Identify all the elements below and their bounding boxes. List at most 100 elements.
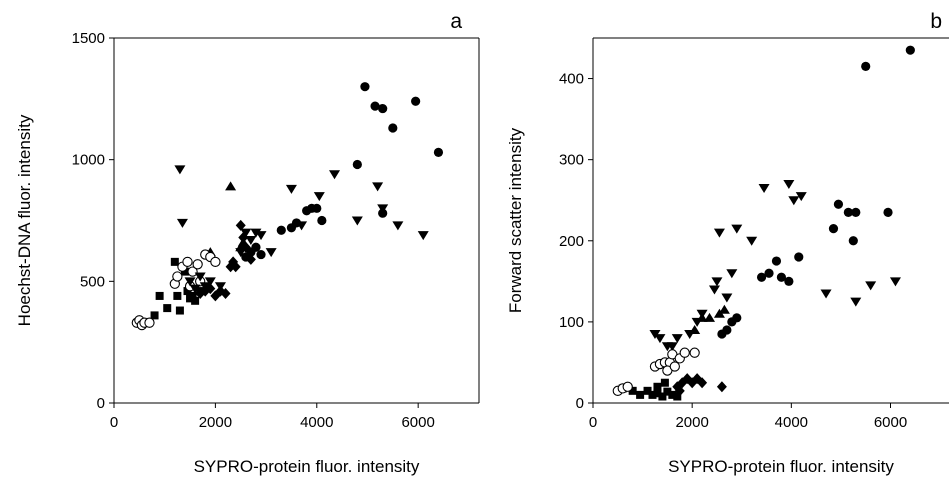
data-point-triangle-down-filled bbox=[731, 224, 743, 234]
data-point-triangle-down-filled bbox=[174, 165, 186, 175]
data-point-triangle-down-filled bbox=[245, 235, 257, 245]
y-tick-label: 200 bbox=[559, 233, 584, 250]
data-point-circle-filled bbox=[312, 203, 322, 213]
x-axis-label: SYPRO-protein fluor. intensity bbox=[194, 457, 420, 476]
data-point-diamond-filled bbox=[230, 261, 241, 273]
data-point-circle-open bbox=[669, 361, 680, 372]
data-point-circle-filled bbox=[352, 159, 362, 170]
data-point-square-filled bbox=[628, 386, 637, 395]
data-point-triangle-down-filled bbox=[708, 285, 720, 295]
data-point-circle-filled bbox=[784, 276, 794, 286]
x-tick-label: 2000 bbox=[199, 414, 232, 431]
data-point-square-filled bbox=[173, 291, 182, 300]
data-point-circle-filled bbox=[433, 147, 444, 157]
data-point-triangle-down-filled bbox=[392, 221, 404, 231]
data-point-square-filled bbox=[636, 390, 645, 399]
data-point-triangle-down-filled bbox=[285, 184, 297, 194]
x-tick-label: 2000 bbox=[675, 414, 708, 431]
panel-label: b bbox=[930, 10, 942, 33]
data-point-circle-filled bbox=[851, 207, 861, 217]
data-point-circle-open bbox=[187, 266, 198, 277]
data-point-triangle-down-filled bbox=[666, 342, 678, 352]
data-point-triangle-down-filled bbox=[189, 284, 201, 294]
panel-b: 0 2000 4000 6000 0 100 200 300 400 SYPRO-protein … bbox=[506, 10, 949, 476]
data-point-triangle-down-filled bbox=[250, 228, 262, 238]
data-point-triangle-down-filled bbox=[889, 277, 901, 287]
data-point-triangle-down-filled bbox=[377, 204, 389, 214]
data-point-circle-open bbox=[192, 259, 203, 270]
data-point-square-filled bbox=[648, 390, 657, 399]
data-point-circle-filled bbox=[251, 242, 261, 252]
data-point-circle-filled bbox=[317, 215, 327, 226]
y-tick-label: 1500 bbox=[72, 30, 105, 47]
data-point-square-filled bbox=[663, 387, 672, 396]
data-point-triangle-down-filled bbox=[788, 196, 800, 206]
data-point-square-filled bbox=[660, 378, 669, 387]
data-point-triangle-down-filled bbox=[329, 170, 341, 180]
data-point-circle-filled bbox=[771, 256, 782, 266]
data-point-triangle-down-filled bbox=[795, 192, 807, 202]
data-point-triangle-up-filled bbox=[689, 325, 701, 334]
data-point-circle-filled bbox=[764, 268, 774, 278]
x-tick-label: 6000 bbox=[401, 414, 434, 431]
data-point-circle-filled bbox=[848, 236, 858, 246]
data-point-triangle-down-filled bbox=[711, 277, 723, 287]
data-point-diamond-filled bbox=[240, 241, 251, 253]
data-point-diamond-filled bbox=[697, 377, 708, 389]
x-tick-label: 4000 bbox=[300, 414, 333, 431]
data-point-square-filled bbox=[668, 390, 677, 399]
data-point-triangle-down-filled bbox=[313, 192, 325, 202]
data-point-triangle-down-filled bbox=[417, 231, 429, 241]
data-point-triangle-down-filled bbox=[240, 228, 252, 238]
data-point-square-filled bbox=[163, 304, 172, 313]
y-tick-label: 400 bbox=[559, 71, 584, 88]
data-point-triangle-down-filled bbox=[654, 334, 666, 344]
data-point-circle-filled bbox=[411, 96, 421, 106]
data-point-circle-open bbox=[622, 381, 633, 392]
data-point-square-filled bbox=[188, 291, 197, 300]
data-point-circle-open bbox=[172, 271, 183, 282]
y-tick-label: 1000 bbox=[72, 152, 105, 169]
data-point-circle-filled bbox=[794, 252, 804, 262]
y-tick-label: 0 bbox=[576, 395, 584, 412]
data-point-triangle-down-filled bbox=[184, 277, 196, 287]
y-tick-label: 500 bbox=[80, 273, 105, 290]
data-point-circle-filled bbox=[776, 272, 787, 282]
data-point-circle-open bbox=[689, 347, 700, 358]
data-point-square-filled bbox=[191, 296, 200, 305]
data-point-triangle-down-filled bbox=[296, 221, 308, 231]
y-tick-label: 0 bbox=[97, 395, 105, 412]
data-point-circle-filled bbox=[732, 313, 742, 323]
data-point-triangle-down-filled bbox=[214, 282, 226, 292]
data-point-triangle-down-filled bbox=[713, 228, 725, 238]
data-point-square-filled bbox=[196, 287, 205, 296]
panel-a: 0 2000 4000 6000 0 500 1000 1500 SYPRO-protein f… bbox=[15, 10, 480, 476]
data-point-square-filled bbox=[155, 291, 164, 300]
data-point-circle-filled bbox=[370, 101, 380, 111]
data-point-square-filled bbox=[150, 311, 159, 320]
data-point-triangle-down-filled bbox=[372, 182, 384, 192]
data-point-diamond-filled bbox=[238, 232, 249, 244]
data-point-circle-filled bbox=[905, 45, 915, 55]
data-point-triangle-down-filled bbox=[255, 231, 267, 241]
data-point-triangle-down-filled bbox=[865, 281, 877, 291]
data-point-triangle-up-filled bbox=[696, 312, 708, 322]
data-point-circle-filled bbox=[843, 207, 853, 217]
data-point-triangle-down-filled bbox=[783, 180, 795, 189]
data-point-square-filled bbox=[653, 389, 662, 398]
data-point-circle-filled bbox=[756, 272, 767, 282]
y-axis-label: Hoechst-DNA fluor. intensity bbox=[15, 114, 34, 326]
data-point-circle-open bbox=[144, 317, 155, 328]
data-point-circle-filled bbox=[378, 103, 388, 114]
data-point-triangle-down-filled bbox=[726, 269, 738, 279]
x-tick-label: 6000 bbox=[874, 414, 907, 431]
data-point-triangle-down-filled bbox=[721, 293, 733, 303]
x-axis-label: SYPRO-protein fluor. intensity bbox=[668, 457, 894, 476]
data-point-circle-filled bbox=[883, 207, 893, 217]
data-point-triangle-up-filled bbox=[718, 304, 730, 314]
data-point-circle-filled bbox=[360, 82, 370, 92]
data-point-triangle-down-filled bbox=[850, 297, 862, 307]
data-point-triangle-down-filled bbox=[204, 277, 216, 287]
data-point-triangle-down-filled bbox=[194, 272, 206, 282]
